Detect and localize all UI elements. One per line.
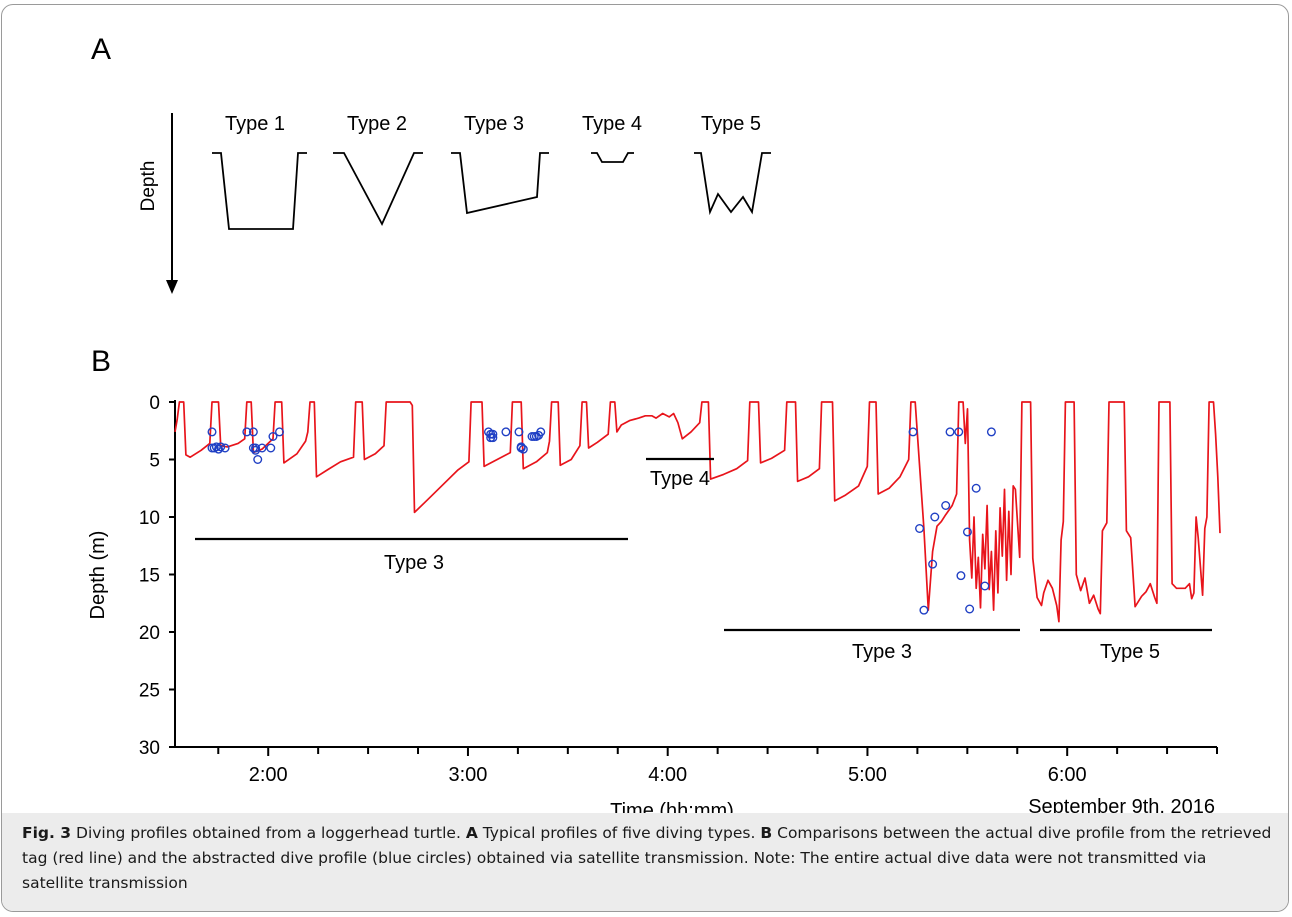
profile-shape-type-5 [694,152,771,216]
depth-axis-label: Depth [138,161,159,212]
caption-b-text: Comparisons between the actual dive prof… [22,824,1272,892]
profile-shape-type-2 [333,152,423,227]
transmitted-depth-point [268,432,278,442]
profile-label-type-1: Type 1 [225,113,285,135]
transmitted-depth-point [257,443,267,453]
transmitted-depth-point [945,427,955,437]
y-tick-label: 30 [139,738,160,759]
profile-label-type-4: Type 4 [582,113,642,135]
transmitted-depth-point [941,501,951,511]
transmitted-depth-point [211,442,221,452]
y-tick-label: 25 [139,681,160,702]
profile-shape-type-1 [212,152,307,230]
caption-a-label: A [465,824,478,842]
transmitted-depth-point [971,483,981,493]
panel-a-letter: A [91,33,111,66]
transmitted-depth-point [242,427,252,437]
caption-fig-label: Fig. 3 [22,824,72,842]
transmitted-depth-point [518,444,528,454]
y-tick-label: 5 [149,451,160,472]
transmitted-depth-point [207,427,217,437]
transmitted-depth-point [915,524,925,534]
x-axis-label: Time (hh:mm) [610,800,734,813]
transmitted-depth-point [956,571,966,581]
type-annotation-label: Type 3 [384,552,444,574]
profile-shape-type-4 [591,152,634,163]
panel-b-letter: B [91,345,111,378]
transmitted-depth-point [488,433,498,443]
transmitted-depth-point [980,581,990,591]
profile-label-type-3: Type 3 [464,113,524,135]
caption-a-text: Typical profiles of five diving types. [477,824,761,842]
y-tick-label: 0 [149,393,160,414]
transmitted-depth-point [214,444,224,454]
transmitted-depth-point [908,427,918,437]
transmitted-depth-point [986,427,996,437]
x-tick-label: 6:00 [1048,764,1087,786]
caption-background [2,813,1288,911]
transmitted-depth-point [919,605,929,615]
caption-intro: Diving profiles obtained from a loggerhe… [71,824,466,842]
transmitted-depth-point [954,427,964,437]
transmitted-depth-point [488,429,498,439]
transmitted-depth-point [266,443,276,453]
x-tick-label: 5:00 [848,764,887,786]
transmitted-depth-point [253,455,263,465]
figure-caption: Fig. 3 Diving profiles obtained from a l… [22,821,1272,896]
panel-a-diagram: Depth Type 1 Type 2 Type 3 Type 4 Type 5 [138,113,771,294]
depth-arrowhead [166,280,178,294]
actual-dive-profile-line [174,401,1221,623]
profile-label-type-5: Type 5 [701,113,761,135]
transmitted-depth-point [275,427,285,437]
transmitted-depth-point [965,604,975,614]
transmitted-depth-point [514,427,524,437]
type-annotation-label: Type 5 [1100,641,1160,663]
panel-b-chart: 0 5 10 15 20 25 30 2:00 3:00 4:00 5:00 6:00 Time (hh… [87,393,1221,813]
transmitted-depth-point [928,559,938,569]
type-annotation-label: Type 4 [650,468,710,490]
caption-b-label: B [760,824,773,842]
y-tick-label: 15 [139,566,160,587]
transmitted-depth-point [930,512,940,522]
y-axis-label: Depth (m) [87,531,109,620]
transmitted-depth-point [501,427,511,437]
type-annotation-label: Type 3 [852,641,912,663]
y-tick-label: 20 [139,623,160,644]
profile-label-type-2: Type 2 [347,113,407,135]
transmitted-depth-point [962,527,972,537]
date-label: September 9th, 2016 [1028,796,1215,813]
x-tick-label: 2:00 [249,764,288,786]
x-tick-label: 3:00 [448,764,487,786]
figure-frame: A B Depth Type 1 Type 2 Type 3 Type 4 Type 5 … [1,4,1289,912]
y-tick-label: 10 [139,508,160,529]
transmitted-depth-point [536,427,546,437]
transmitted-depth-point [484,427,494,437]
x-tick-label: 4:00 [648,764,687,786]
transmitted-depth-point [216,442,226,452]
transmitted-depth-point [516,442,526,452]
profile-shape-type-3 [451,152,549,215]
transmitted-depth-point [220,443,230,453]
transmitted-depth-point [248,427,258,437]
